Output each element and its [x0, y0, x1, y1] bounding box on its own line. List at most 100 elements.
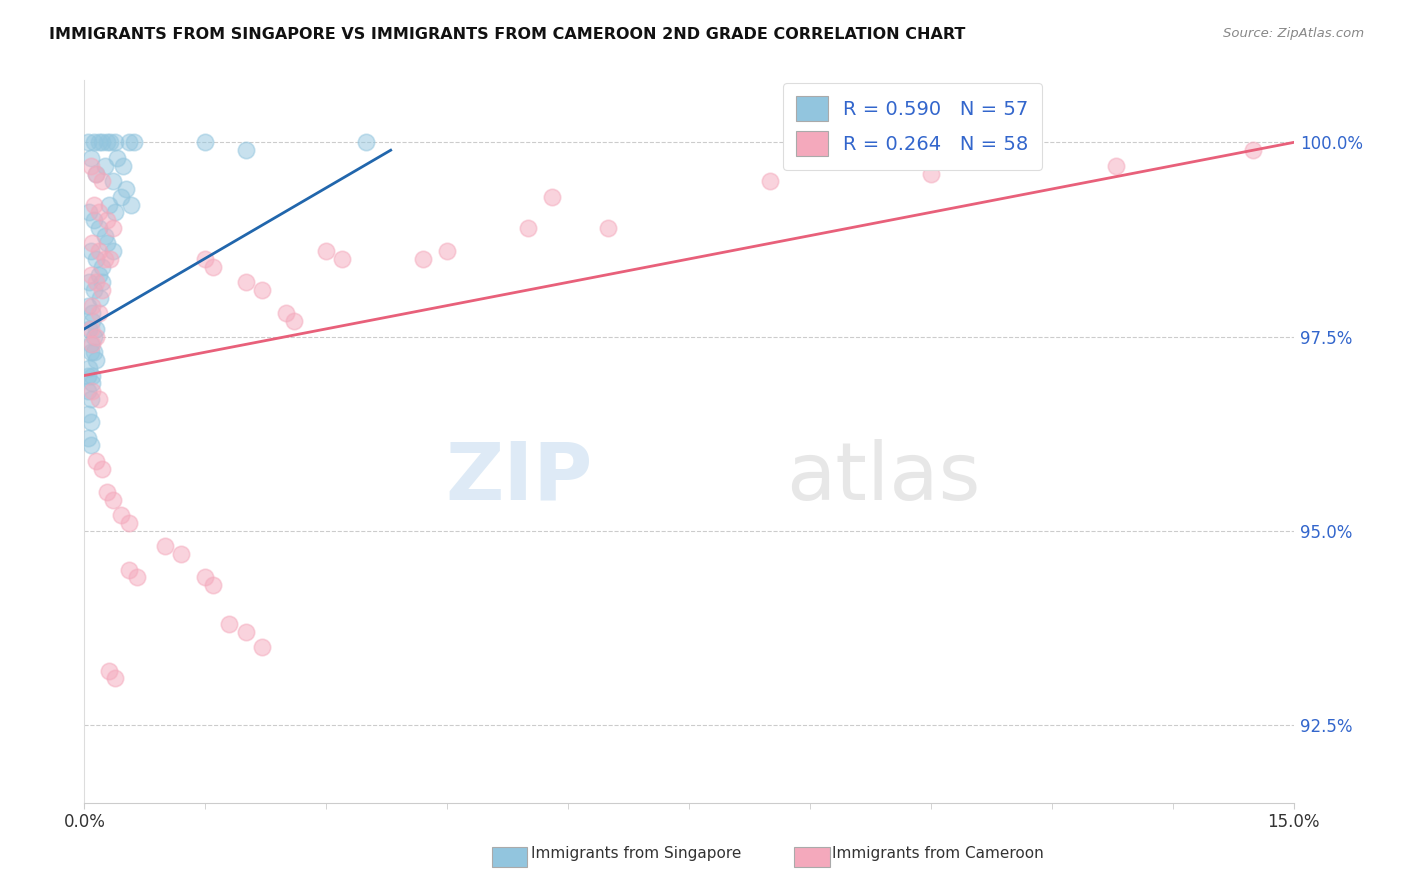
- Point: [83, 136, 105, 150]
- Point: [83, 329, 105, 343]
- Point: [80, 151, 103, 165]
- Point: [235, 624, 257, 639]
- Point: [235, 143, 257, 157]
- Point: [89, 291, 111, 305]
- Point: [104, 136, 127, 150]
- Point: [202, 260, 225, 274]
- Point: [330, 252, 353, 266]
- Point: [87, 205, 110, 219]
- Point: [82, 337, 104, 351]
- Point: [194, 570, 217, 584]
- Point: [80, 268, 103, 282]
- Text: Immigrants from Cameroon: Immigrants from Cameroon: [832, 847, 1045, 861]
- Point: [91, 283, 114, 297]
- Point: [118, 516, 141, 530]
- Point: [87, 392, 110, 406]
- Point: [84, 252, 107, 266]
- Point: [93, 228, 115, 243]
- Point: [91, 275, 114, 289]
- Point: [283, 314, 305, 328]
- Point: [86, 353, 108, 368]
- Point: [87, 136, 110, 150]
- Point: [96, 236, 118, 251]
- Point: [96, 213, 118, 227]
- Point: [235, 275, 257, 289]
- Point: [101, 492, 124, 507]
- Point: [118, 563, 141, 577]
- Point: [93, 159, 115, 173]
- Point: [104, 672, 127, 686]
- Point: [96, 485, 118, 500]
- Point: [97, 664, 120, 678]
- Point: [87, 220, 110, 235]
- Point: [77, 275, 100, 289]
- Point: [250, 640, 273, 655]
- Point: [124, 136, 146, 150]
- Legend: R = 0.590   N = 57, R = 0.264   N = 58: R = 0.590 N = 57, R = 0.264 N = 58: [783, 83, 1042, 169]
- Point: [82, 376, 104, 391]
- Point: [86, 454, 108, 468]
- Point: [1241, 143, 1264, 157]
- Point: [91, 461, 114, 475]
- Point: [218, 617, 240, 632]
- Point: [82, 236, 104, 251]
- Point: [170, 547, 193, 561]
- Point: [82, 314, 104, 328]
- Point: [83, 213, 105, 227]
- Point: [77, 431, 100, 445]
- Point: [412, 252, 434, 266]
- Point: [250, 283, 273, 297]
- Point: [112, 159, 135, 173]
- Text: atlas: atlas: [786, 439, 980, 516]
- Point: [105, 151, 128, 165]
- Point: [80, 244, 103, 259]
- Point: [436, 244, 458, 259]
- Point: [86, 329, 108, 343]
- Point: [82, 368, 104, 383]
- Point: [83, 345, 105, 359]
- Point: [80, 337, 103, 351]
- Point: [82, 384, 104, 398]
- Point: [356, 136, 378, 150]
- Point: [274, 306, 297, 320]
- Text: ZIP: ZIP: [444, 439, 592, 516]
- Point: [153, 540, 176, 554]
- Point: [86, 275, 108, 289]
- Point: [125, 570, 148, 584]
- Point: [104, 205, 127, 219]
- Point: [77, 205, 100, 219]
- Point: [77, 299, 100, 313]
- Point: [110, 508, 132, 523]
- Point: [77, 360, 100, 375]
- Point: [101, 244, 124, 259]
- Point: [118, 136, 141, 150]
- Point: [758, 174, 780, 188]
- Point: [120, 197, 142, 211]
- Point: [115, 182, 138, 196]
- Point: [93, 252, 115, 266]
- Point: [96, 136, 118, 150]
- Point: [80, 159, 103, 173]
- Point: [97, 197, 120, 211]
- Point: [98, 252, 121, 266]
- Point: [110, 190, 132, 204]
- Point: [77, 368, 100, 383]
- Point: [80, 415, 103, 429]
- Point: [87, 306, 110, 320]
- Point: [86, 322, 108, 336]
- Point: [86, 167, 108, 181]
- Point: [315, 244, 337, 259]
- Point: [82, 299, 104, 313]
- Point: [83, 283, 105, 297]
- Point: [91, 174, 114, 188]
- Point: [920, 167, 942, 181]
- Point: [80, 345, 103, 359]
- Point: [77, 136, 100, 150]
- Point: [101, 220, 124, 235]
- Point: [194, 252, 217, 266]
- Point: [87, 268, 110, 282]
- Point: [101, 174, 124, 188]
- Point: [91, 260, 114, 274]
- Text: IMMIGRANTS FROM SINGAPORE VS IMMIGRANTS FROM CAMEROON 2ND GRADE CORRELATION CHAR: IMMIGRANTS FROM SINGAPORE VS IMMIGRANTS …: [49, 27, 966, 42]
- Point: [598, 220, 620, 235]
